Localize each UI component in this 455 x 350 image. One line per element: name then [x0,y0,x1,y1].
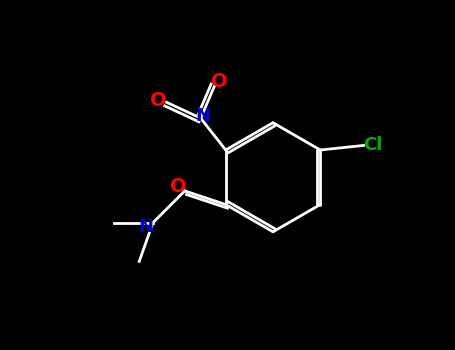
Text: O: O [211,72,227,91]
Text: N: N [139,218,154,236]
Text: Cl: Cl [363,136,382,154]
Text: O: O [150,91,167,110]
Text: O: O [170,177,186,196]
Text: N: N [196,107,211,125]
